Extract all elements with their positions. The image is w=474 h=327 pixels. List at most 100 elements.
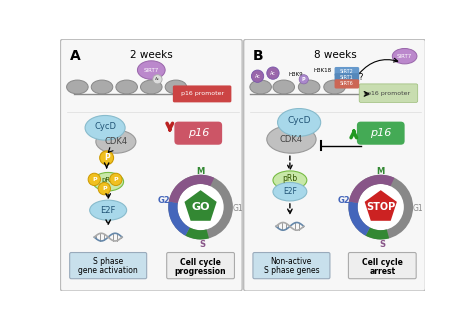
- Text: G2: G2: [157, 197, 170, 205]
- Text: P: P: [104, 153, 109, 162]
- FancyBboxPatch shape: [167, 252, 235, 279]
- Text: CDK4: CDK4: [280, 135, 303, 144]
- Text: P: P: [92, 177, 97, 182]
- Text: Non-active: Non-active: [271, 257, 312, 266]
- Ellipse shape: [93, 172, 124, 191]
- Circle shape: [109, 173, 122, 185]
- Ellipse shape: [250, 80, 272, 94]
- Text: CycD: CycD: [94, 122, 116, 131]
- Text: H3K18: H3K18: [314, 68, 332, 73]
- Text: CycD: CycD: [287, 116, 311, 125]
- Text: Cell cycle: Cell cycle: [180, 258, 221, 267]
- Circle shape: [168, 175, 233, 239]
- Circle shape: [88, 173, 100, 185]
- Circle shape: [348, 175, 413, 239]
- Text: progression: progression: [175, 267, 227, 276]
- Text: G1: G1: [412, 204, 423, 213]
- Text: Ac: Ac: [155, 77, 160, 81]
- Wedge shape: [168, 201, 190, 236]
- Ellipse shape: [90, 200, 127, 220]
- Text: SIRT1: SIRT1: [340, 75, 354, 80]
- FancyBboxPatch shape: [335, 79, 359, 89]
- Ellipse shape: [392, 48, 417, 64]
- FancyBboxPatch shape: [359, 84, 418, 102]
- Wedge shape: [348, 201, 370, 236]
- Ellipse shape: [273, 80, 294, 94]
- FancyBboxPatch shape: [61, 39, 242, 291]
- Text: p16 promoter: p16 promoter: [181, 92, 224, 96]
- Text: p16: p16: [370, 128, 392, 138]
- FancyBboxPatch shape: [357, 122, 405, 145]
- Text: G2: G2: [337, 197, 350, 205]
- FancyBboxPatch shape: [348, 252, 416, 279]
- Circle shape: [98, 182, 110, 195]
- Text: S phase: S phase: [93, 257, 123, 266]
- Ellipse shape: [273, 171, 307, 189]
- Text: Cell cycle: Cell cycle: [362, 258, 403, 267]
- FancyBboxPatch shape: [335, 67, 359, 76]
- Text: E2F: E2F: [100, 206, 116, 215]
- Text: pRb: pRb: [101, 177, 115, 183]
- Text: GO: GO: [191, 202, 210, 212]
- Text: arrest: arrest: [369, 267, 395, 276]
- Circle shape: [299, 75, 309, 84]
- Text: Ac: Ac: [270, 71, 276, 76]
- Wedge shape: [169, 175, 214, 203]
- Ellipse shape: [116, 80, 137, 94]
- Ellipse shape: [324, 80, 346, 94]
- Text: G1: G1: [232, 204, 243, 213]
- Circle shape: [251, 70, 264, 82]
- Text: P: P: [114, 177, 118, 182]
- Wedge shape: [185, 228, 209, 239]
- Ellipse shape: [298, 80, 320, 94]
- Text: ?: ?: [358, 73, 363, 82]
- Text: CDK4: CDK4: [104, 137, 128, 146]
- Text: S: S: [199, 240, 205, 249]
- Text: M: M: [377, 167, 385, 176]
- Circle shape: [177, 184, 224, 230]
- Text: P: P: [102, 186, 107, 191]
- Ellipse shape: [66, 80, 88, 94]
- FancyBboxPatch shape: [253, 252, 330, 279]
- Text: SIRT7: SIRT7: [397, 54, 412, 59]
- Text: gene activation: gene activation: [78, 266, 138, 275]
- Text: STOP: STOP: [366, 202, 395, 212]
- Ellipse shape: [267, 126, 316, 153]
- Text: p16 promoter: p16 promoter: [367, 91, 410, 95]
- Circle shape: [153, 75, 162, 84]
- Text: H3K9: H3K9: [289, 72, 303, 77]
- Text: SIRT6: SIRT6: [340, 81, 354, 86]
- FancyBboxPatch shape: [244, 39, 425, 291]
- Polygon shape: [184, 190, 217, 221]
- Wedge shape: [349, 175, 394, 203]
- Text: SIRT7: SIRT7: [144, 68, 159, 73]
- Text: E2F: E2F: [283, 187, 297, 196]
- Text: Ac: Ac: [255, 74, 261, 79]
- Circle shape: [358, 184, 404, 230]
- Ellipse shape: [165, 80, 187, 94]
- Text: B: B: [253, 49, 264, 63]
- Ellipse shape: [140, 80, 162, 94]
- Text: pRb: pRb: [283, 174, 298, 183]
- Circle shape: [100, 151, 114, 165]
- Ellipse shape: [96, 130, 136, 153]
- Polygon shape: [365, 190, 397, 221]
- Text: 2 weeks: 2 weeks: [130, 50, 173, 60]
- Text: 8 weeks: 8 weeks: [314, 50, 357, 60]
- Text: S: S: [379, 240, 385, 249]
- Text: p16: p16: [188, 128, 209, 138]
- FancyBboxPatch shape: [70, 252, 146, 279]
- Text: SIRT2: SIRT2: [340, 69, 354, 74]
- Text: P: P: [302, 77, 306, 82]
- FancyBboxPatch shape: [335, 73, 359, 82]
- Text: S phase genes: S phase genes: [264, 266, 319, 275]
- Ellipse shape: [278, 109, 321, 136]
- Ellipse shape: [137, 61, 165, 79]
- Wedge shape: [365, 228, 389, 239]
- FancyBboxPatch shape: [173, 85, 231, 102]
- Ellipse shape: [91, 80, 113, 94]
- Text: A: A: [70, 49, 81, 63]
- Ellipse shape: [273, 182, 307, 201]
- Circle shape: [267, 67, 279, 79]
- FancyBboxPatch shape: [174, 122, 222, 145]
